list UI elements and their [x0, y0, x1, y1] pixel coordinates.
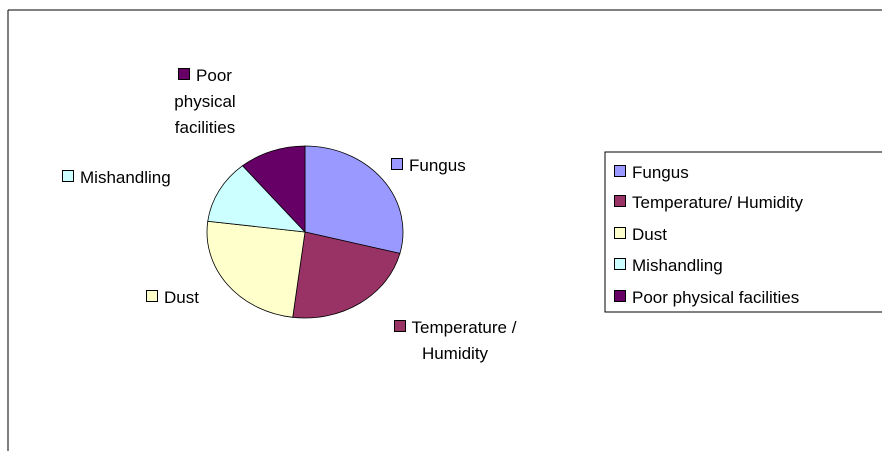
pie-slice [304, 145, 404, 254]
legend-label: Dust [632, 225, 667, 244]
color-marker [178, 68, 191, 80]
color-marker [614, 258, 626, 270]
color-marker [614, 195, 626, 207]
legend-label: Temperature/ Humidity [632, 193, 804, 212]
color-marker [614, 227, 626, 239]
color-marker [614, 290, 626, 302]
legend-label: Mishandling [632, 256, 723, 275]
slice-label: Mishandling [62, 165, 222, 191]
slice-label-text: Mishandling [80, 168, 171, 187]
color-marker [62, 170, 74, 182]
color-marker [146, 290, 158, 302]
color-marker [391, 158, 403, 170]
pie-slice [292, 231, 401, 319]
slice-label: Poor physical facilities [150, 63, 260, 141]
legend-item: Temperature/ Humidity [614, 193, 803, 213]
slice-label: Temperature / Humidity [370, 315, 540, 367]
color-marker [393, 320, 406, 332]
legend-label: Fungus [632, 163, 689, 182]
legend-item: Mishandling [614, 256, 723, 276]
slice-label-text: Fungus [409, 156, 466, 175]
pie-slice [207, 165, 307, 233]
slice-label-text: Poor physical facilities [174, 66, 236, 137]
legend-item: Poor physical facilities [614, 288, 799, 308]
slice-label: Dust [146, 285, 246, 311]
slice-label: Fungus [391, 153, 511, 179]
color-marker [614, 165, 626, 177]
legend-box [604, 151, 882, 313]
legend-item: Dust [614, 225, 667, 245]
slice-label-text: Temperature / Humidity [411, 318, 517, 363]
pie-slice [241, 145, 306, 234]
pie [206, 145, 404, 319]
pie-slice [206, 220, 306, 318]
legend-label: Poor physical facilities [632, 288, 800, 307]
slice-label-text: Dust [164, 288, 199, 307]
legend-item: Fungus [614, 163, 689, 183]
